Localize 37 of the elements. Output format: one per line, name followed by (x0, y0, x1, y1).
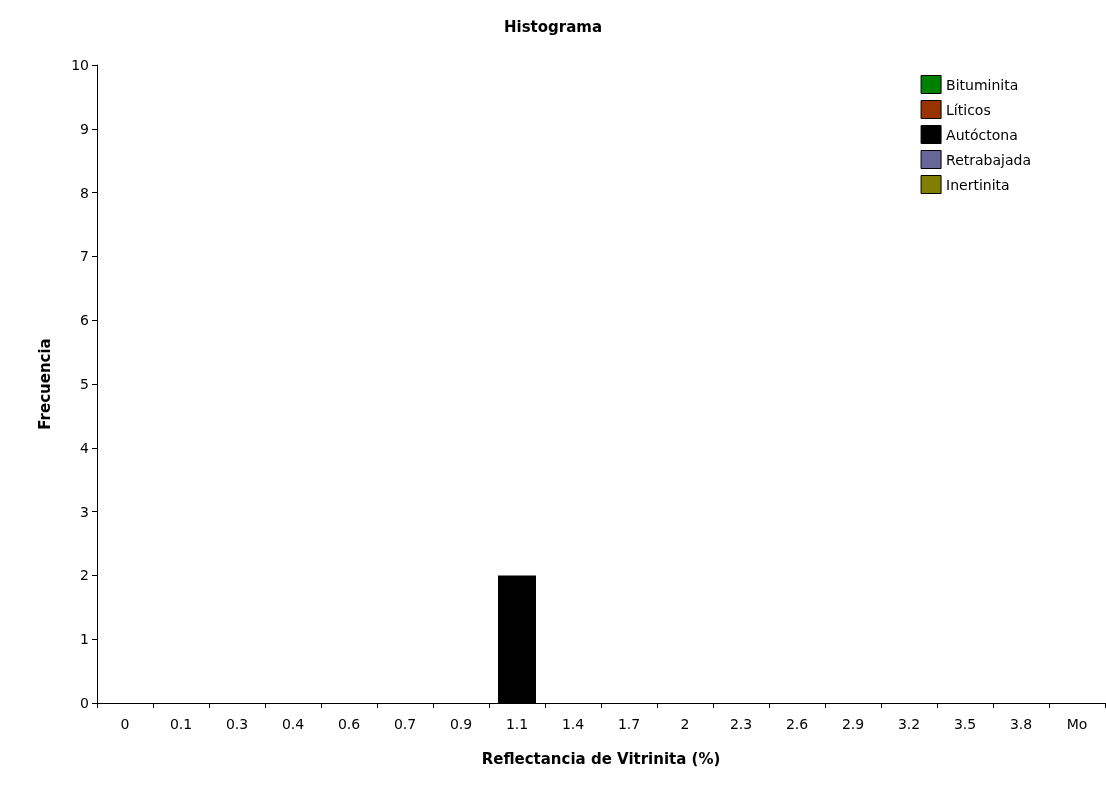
x-tick-label: 3.8 (1009, 716, 1033, 732)
x-tick-label: 2.9 (841, 716, 865, 732)
y-tick-label: 10 (71, 57, 89, 73)
x-tick-label: 3.5 (953, 716, 977, 732)
x-tick-label: 0.3 (225, 716, 249, 732)
y-tick-label: 7 (80, 248, 89, 265)
legend-label: Autóctona (946, 126, 1018, 143)
x-tick-label: 2.3 (729, 716, 753, 732)
x-tick-label: 1.1 (505, 716, 529, 732)
y-tick-label: 3 (80, 503, 89, 520)
x-tick-label: 0.7 (393, 716, 417, 732)
chart-title: Histograma (503, 17, 603, 36)
y-tick-label: 9 (80, 120, 89, 137)
x-axis-title: Reflectancia de Vitrinita (%) (481, 749, 721, 768)
legend-label: Líticos (946, 101, 991, 118)
x-tick-label: 1.4 (561, 716, 585, 732)
y-tick-label: 2 (80, 567, 89, 584)
legend-label: Retrabajada (946, 151, 1031, 168)
x-tick-label: Mo (1066, 716, 1088, 732)
x-tick-label: 0.9 (449, 716, 473, 732)
x-tick-label: 3.2 (897, 716, 921, 732)
y-tick-label: 0 (80, 695, 89, 711)
x-tick-label: 0.4 (281, 716, 305, 732)
x-tick-label: 2.6 (785, 716, 809, 732)
legend-label: Bituminita (946, 76, 1019, 93)
x-tick-label: 1.7 (617, 716, 641, 732)
x-tick-label: 0.6 (337, 716, 361, 732)
y-axis-title: Frecuencia (35, 338, 54, 430)
legend-label: Inertinita (946, 176, 1010, 193)
y-tick-label: 6 (80, 312, 90, 329)
y-tick-label: 1 (80, 631, 89, 648)
y-tick-label: 5 (80, 376, 89, 392)
y-tick-label: 4 (80, 439, 90, 456)
x-tick-label: 0.1 (169, 716, 193, 732)
y-tick-label: 8 (80, 184, 89, 201)
x-tick-label: 0 (120, 716, 130, 732)
x-tick-label: 2 (680, 716, 690, 732)
